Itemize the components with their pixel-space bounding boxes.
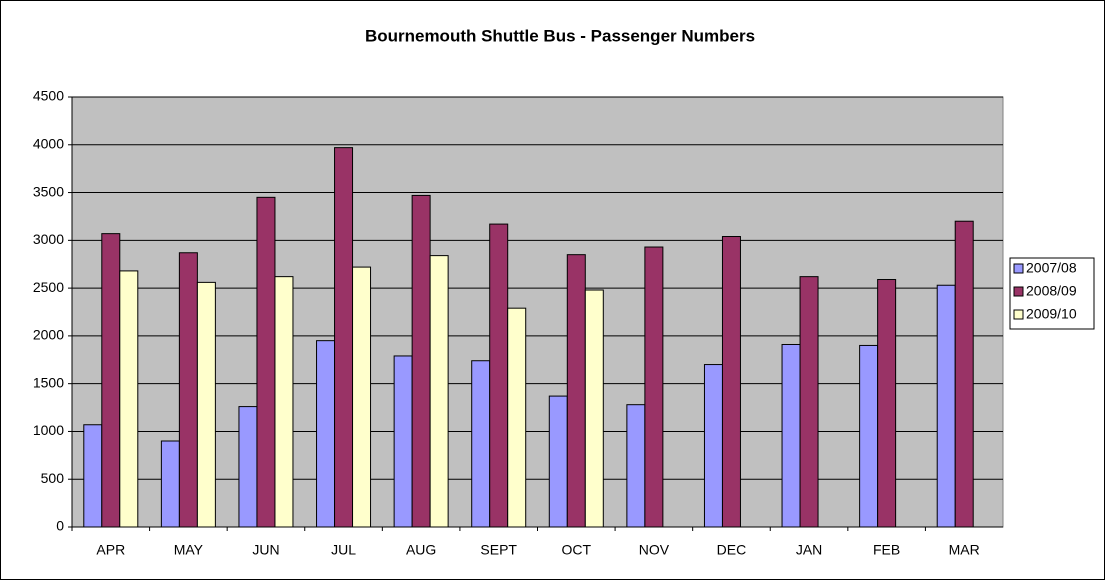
- x-tick-label: OCT: [562, 542, 592, 558]
- y-tick-label: 0: [56, 518, 64, 534]
- y-tick-label: 2000: [33, 327, 64, 343]
- legend-label: 2007/08: [1026, 260, 1077, 276]
- bar: [334, 147, 354, 528]
- bar: [644, 246, 664, 528]
- bar: [238, 406, 258, 528]
- x-tick-label: AUG: [406, 542, 436, 558]
- legend-label: 2008/09: [1026, 283, 1077, 299]
- x-tick-label: JUN: [252, 542, 279, 558]
- bar: [429, 255, 449, 528]
- bar: [721, 236, 741, 528]
- legend-box: [1009, 257, 1095, 330]
- y-tick-label: 500: [41, 470, 65, 486]
- bar: [584, 289, 604, 528]
- bar: [316, 340, 336, 528]
- plot-area: [71, 96, 1004, 528]
- bar: [781, 343, 801, 528]
- bar: [471, 360, 491, 528]
- y-tick-label: 3500: [33, 183, 64, 199]
- y-tick-label: 1000: [33, 422, 64, 438]
- bar: [859, 344, 879, 528]
- bar: [411, 194, 431, 528]
- y-tick-label: 1500: [33, 374, 64, 390]
- bar: [119, 270, 139, 528]
- y-tick-label: 2500: [33, 279, 64, 295]
- x-tick-label: SEPT: [480, 542, 517, 558]
- x-tick-label: MAR: [949, 542, 980, 558]
- bar: [160, 440, 180, 528]
- x-tick-label: JUL: [331, 542, 356, 558]
- x-tick-label: NOV: [639, 542, 670, 558]
- bar: [274, 276, 294, 528]
- y-tick-label: 4000: [33, 135, 64, 151]
- bar: [178, 252, 198, 528]
- x-tick-label: MAY: [174, 542, 204, 558]
- bar: [954, 220, 974, 528]
- y-tick-label: 3000: [33, 231, 64, 247]
- bar: [877, 279, 897, 528]
- legend-swatch: [1013, 309, 1024, 320]
- y-tick-label: 4500: [33, 88, 64, 104]
- bar: [507, 307, 527, 528]
- bar: [626, 404, 646, 528]
- x-tick-label: FEB: [873, 542, 900, 558]
- x-tick-label: DEC: [717, 542, 747, 558]
- legend-swatch: [1013, 263, 1024, 274]
- x-tick-label: JAN: [796, 542, 822, 558]
- bar: [548, 395, 568, 528]
- bar: [393, 355, 413, 528]
- bar: [489, 223, 509, 528]
- bar: [256, 196, 276, 528]
- legend-swatch: [1013, 286, 1024, 297]
- bar: [703, 364, 723, 528]
- bar: [83, 424, 103, 528]
- x-tick-label: APR: [96, 542, 125, 558]
- bar: [566, 254, 586, 528]
- bar: [352, 266, 372, 528]
- bar: [196, 281, 216, 528]
- bar: [799, 276, 819, 528]
- legend-label: 2009/10: [1026, 306, 1077, 322]
- bar: [101, 233, 121, 528]
- chart-title: Bournemouth Shuttle Bus - Passenger Numb…: [365, 26, 755, 45]
- bar: [936, 284, 956, 528]
